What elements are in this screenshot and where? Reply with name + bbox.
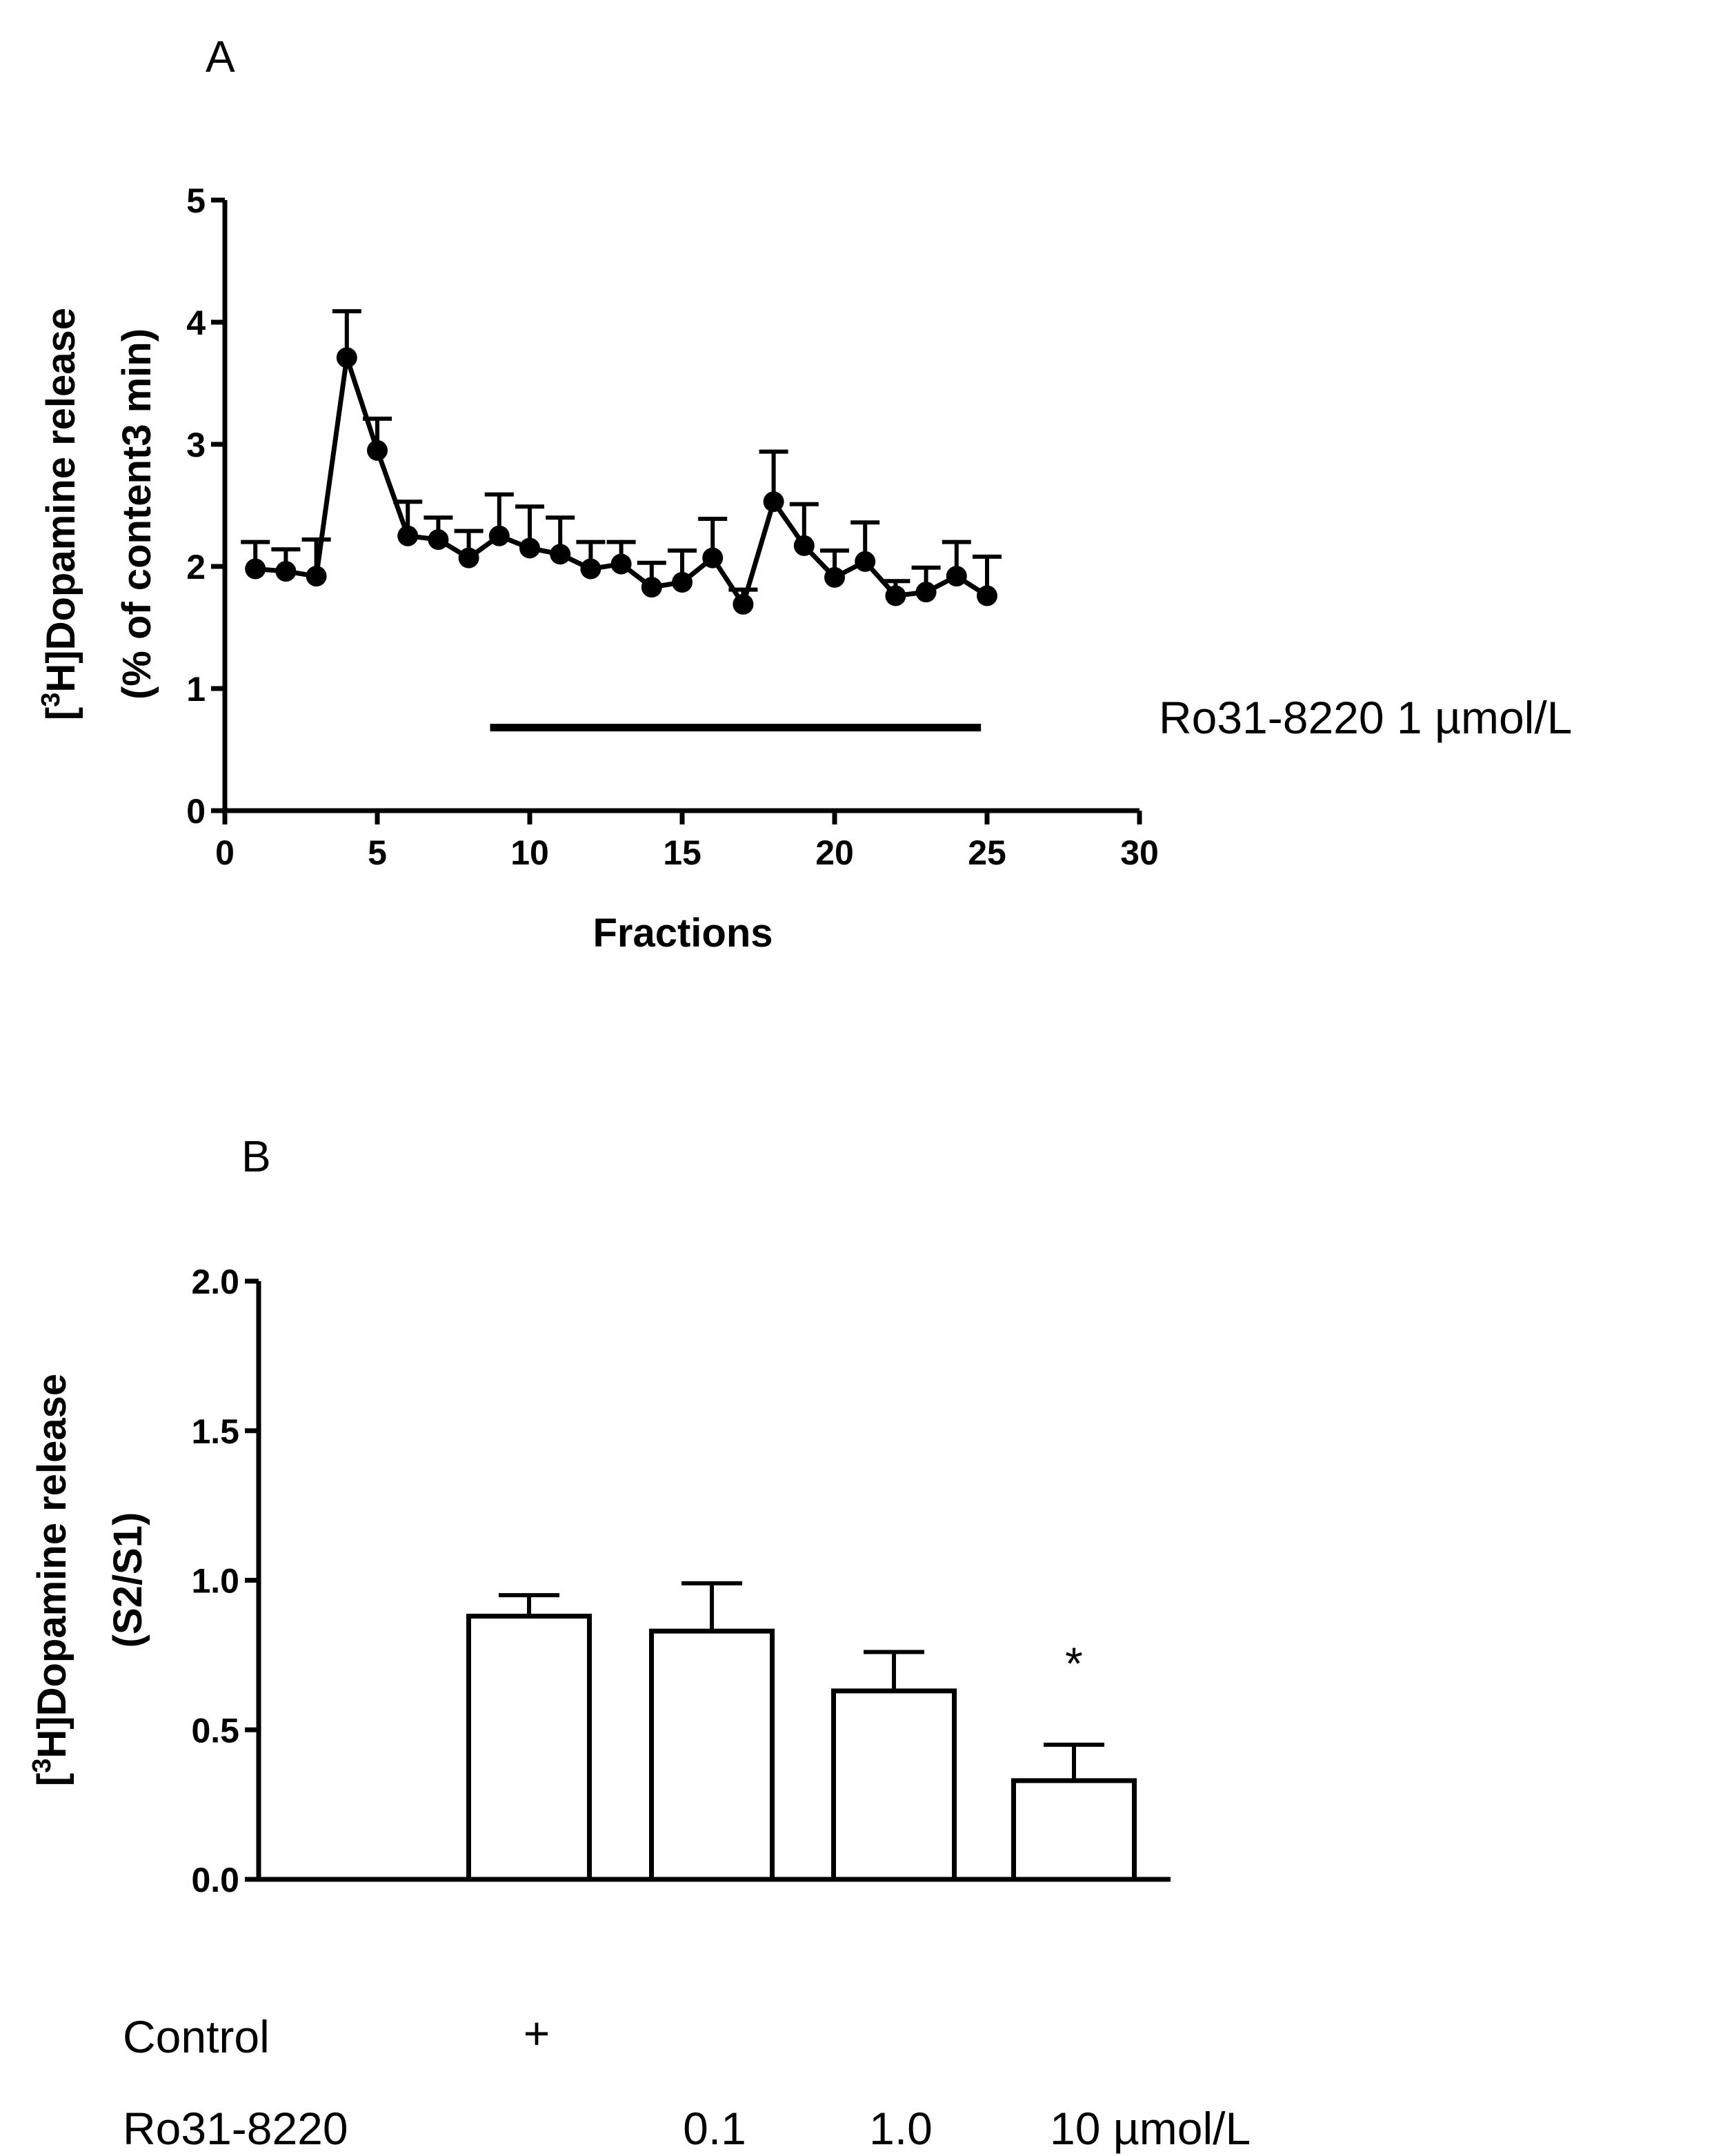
panel-a-data-point [550, 544, 571, 565]
panel-a-data-point [336, 347, 357, 368]
row-control-mark: + [524, 2008, 550, 2059]
panel-a-y-tick-label: 3 [186, 426, 206, 464]
panel-a-data-point [397, 525, 419, 546]
panel-a-data-point [458, 547, 479, 568]
row-drug-label: Ro31-8220 [123, 2103, 348, 2154]
panel-a-x-tick-label: 5 [368, 833, 387, 872]
panel-a-data-point [733, 593, 754, 615]
panel-a-data-point [793, 535, 815, 556]
panel-a-data-point [488, 525, 510, 546]
panel-b-y-tick-label: 1.0 [191, 1562, 239, 1601]
dose-label-1-0: 1.0 [869, 2103, 933, 2154]
panel-a-data-point [519, 537, 540, 559]
panel-b-y-tick-label: 2.0 [191, 1263, 239, 1301]
panel-a-x-tick-label: 0 [215, 833, 235, 872]
panel-a-data-point [580, 558, 601, 580]
panel-a-data-point [428, 529, 449, 551]
panel-a-data-point [367, 439, 388, 461]
panel-a-data-point [702, 547, 724, 568]
panel-b-bar [649, 1628, 775, 1882]
panel-b-label: B [241, 1131, 271, 1181]
panel-a-x-tick-label: 25 [968, 833, 1006, 872]
dose-label-0-1: 0.1 [683, 2103, 746, 2154]
treatment-table: Control + Ro31-8220 0.1 1.0 10 µmol/L [123, 2008, 1251, 2154]
panel-a-data-point [977, 585, 997, 606]
panel-b-y-axis-title-line2: (S2/S1) [106, 1512, 150, 1648]
panel-b-y-tick-label: 0.0 [191, 1861, 239, 1899]
panel-a-treatment-label: Ro31-8220 1 µmol/L [1159, 692, 1572, 743]
row-control-label: Control [123, 2011, 270, 2062]
panel-a-y-axis-title-line1: [3H]Dopamine release [37, 308, 83, 720]
panel-a-y-tick-label: 4 [186, 304, 206, 342]
panel-a-data-point [915, 582, 937, 603]
panel-a-data-point [672, 572, 693, 593]
panel-a-y-tick-label: 1 [186, 670, 206, 709]
panel-b-significance-mark: * [1065, 1638, 1083, 1689]
panel-a-data-point [824, 566, 845, 588]
panel-a-x-tick-label: 10 [510, 833, 549, 872]
panel-a-data-point [275, 561, 297, 582]
panel-a-data-point [245, 558, 266, 580]
panel-a-data-point [306, 566, 327, 587]
panel-b-y-tick-label: 0.5 [191, 1711, 239, 1750]
panel-b-chart: 0.0 0.5 1.0 1.5 2.0 * [3H]Dopamine release (… [28, 1263, 1171, 1899]
panel-a-x-tick-label: 20 [815, 833, 854, 872]
panel-a-x-tick-label: 15 [663, 833, 701, 872]
panel-a-x-tick-label: 30 [1120, 833, 1159, 872]
panel-a-data-point [763, 491, 784, 513]
panel-b-bar [1011, 1778, 1137, 1882]
panel-a-data-point [610, 553, 632, 575]
panel-b-bar [831, 1688, 957, 1882]
panel-a-y-tick-label: 0 [186, 792, 206, 831]
panel-b-bar [466, 1614, 592, 1882]
panel-a-data-point [855, 551, 876, 572]
panel-a-data-point [946, 566, 967, 587]
panel-a-data-point [885, 585, 906, 606]
panel-a-y-axis-title-line2: (% of content3 min) [115, 328, 159, 700]
panel-a-chart: 0 1 2 3 4 5 0 5 10 15 20 25 30 Ro31-8220 1 µmol/L F… [37, 181, 1572, 956]
panel-a-y-tick-label: 5 [186, 181, 206, 220]
panel-a-label: A [206, 32, 235, 81]
panel-a-x-axis-title: Fractions [593, 911, 773, 956]
panel-b-y-axis-title-line1: [3H]Dopamine release [28, 1374, 74, 1786]
dose-label-10: 10 µmol/L [1050, 2103, 1251, 2154]
panel-a-data-point [641, 577, 662, 598]
panel-b-y-tick-label: 1.5 [191, 1412, 239, 1451]
panel-a-y-tick-label: 2 [186, 548, 206, 586]
